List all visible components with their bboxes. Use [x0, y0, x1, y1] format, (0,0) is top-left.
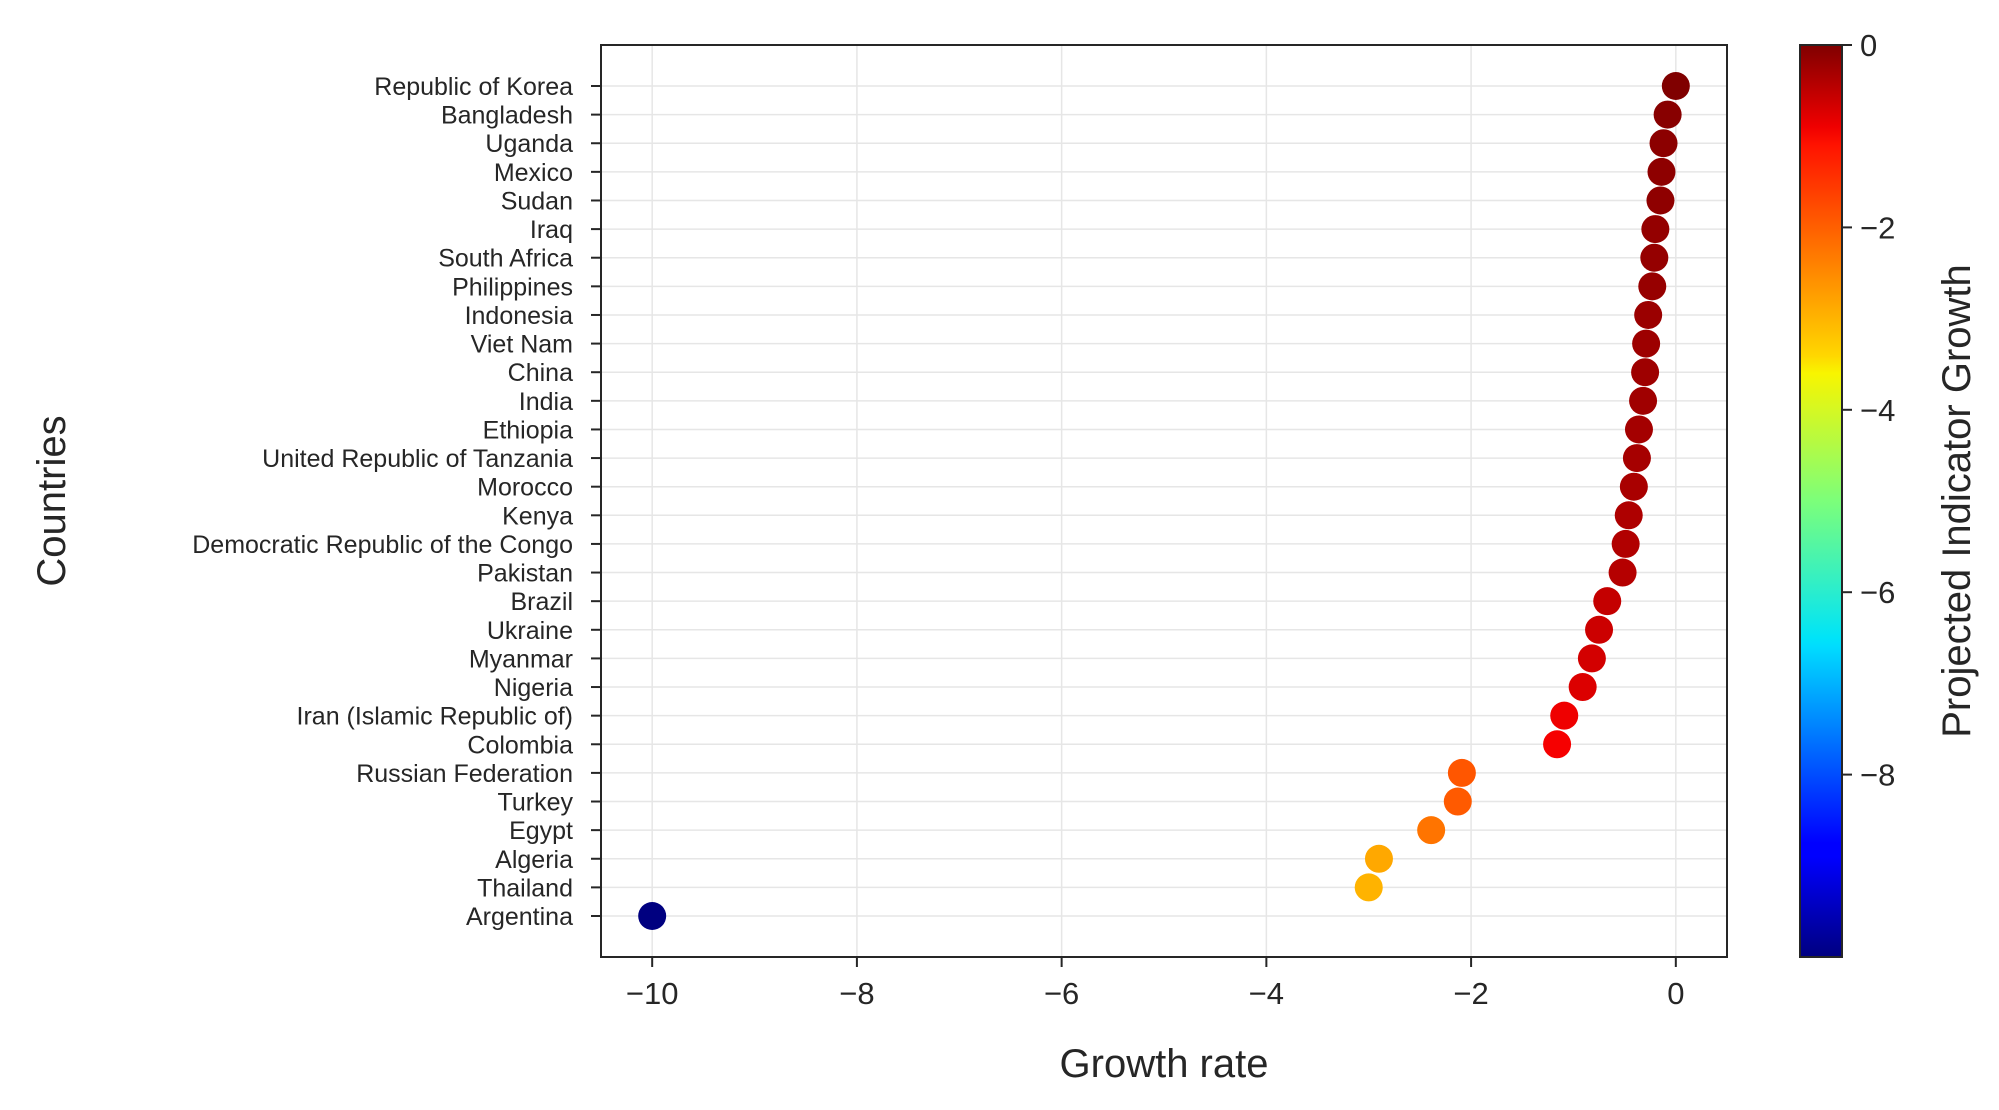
data-point — [1622, 444, 1651, 473]
grid — [601, 45, 1727, 957]
data-point — [1354, 873, 1383, 902]
data-point — [1443, 787, 1472, 816]
data-point — [1593, 587, 1622, 616]
y-tick-label: Indonesia — [465, 302, 574, 330]
x-tick-label: −10 — [626, 976, 679, 1011]
data-point — [1447, 758, 1476, 787]
data-point — [1646, 186, 1675, 215]
y-tick-label: Thailand — [477, 874, 573, 902]
y-tick-label: Pakistan — [477, 560, 573, 588]
x-tick-label: −6 — [1044, 976, 1079, 1011]
data-point — [1629, 386, 1658, 415]
y-tick-label: India — [519, 388, 573, 416]
x-tick-label: −8 — [839, 976, 874, 1011]
data-point — [1634, 300, 1663, 329]
y-tick-label: South Africa — [438, 245, 573, 273]
y-tick-label: Uganda — [485, 130, 573, 158]
y-tick-label: Ukraine — [487, 617, 573, 645]
data-point — [1611, 529, 1640, 558]
data-point — [1631, 358, 1660, 387]
data-point — [1661, 72, 1690, 100]
y-tick-label: Morocco — [477, 474, 573, 502]
y-tick-label: Egypt — [509, 817, 573, 845]
data-point — [1364, 844, 1393, 873]
data-points — [638, 72, 1690, 930]
data-point — [1585, 615, 1614, 644]
data-point — [1649, 129, 1678, 158]
plot-frame — [600, 44, 1728, 958]
y-tick-label: Mexico — [494, 159, 573, 187]
y-tick-label: China — [508, 359, 573, 387]
y-tick-label: Algeria — [495, 846, 573, 874]
x-tick-label: 0 — [1667, 976, 1684, 1011]
data-point — [1417, 816, 1446, 845]
data-point — [1577, 644, 1606, 673]
x-axis-title: Growth rate — [1060, 1042, 1269, 1086]
data-point — [1543, 730, 1572, 759]
data-point — [638, 902, 667, 930]
data-point — [1641, 215, 1670, 244]
data-point — [1638, 272, 1667, 301]
y-tick-label: Sudan — [501, 187, 573, 215]
y-tick-label: Republic of Korea — [374, 73, 573, 101]
colorbar-tick-label: 0 — [1860, 28, 1877, 63]
y-tick-label: Democratic Republic of the Congo — [192, 531, 573, 559]
data-point — [1647, 157, 1676, 186]
colorbar-tick-label: −4 — [1860, 393, 1895, 428]
y-tick-label: Bangladesh — [441, 102, 573, 130]
y-tick-label: Myanmar — [469, 645, 573, 673]
y-tick-label: Colombia — [467, 731, 573, 759]
colorbar-tick-label: −6 — [1860, 575, 1895, 610]
x-tick-label: −2 — [1453, 976, 1488, 1011]
colorbar-title: Projected Indicator Growth — [1935, 264, 1979, 738]
data-point — [1624, 415, 1653, 444]
data-point — [1619, 472, 1648, 501]
y-tick-label: Iran (Islamic Republic of) — [297, 703, 573, 731]
y-tick-label: Kenya — [502, 502, 573, 530]
axes — [591, 85, 1677, 967]
y-tick-label: Viet Nam — [471, 331, 573, 359]
y-tick-label: Iraq — [530, 216, 573, 244]
colorbar-tick-label: −8 — [1860, 758, 1895, 793]
y-tick-label: Turkey — [498, 789, 574, 817]
y-tick-label: Russian Federation — [356, 760, 573, 788]
data-point — [1640, 243, 1669, 272]
x-tick-label: −4 — [1249, 976, 1284, 1011]
colorbar: 0 −2 −4 −6 −8 Projected Indicator Growth — [1799, 28, 1979, 958]
data-point — [1550, 701, 1579, 730]
colorbar-tick-label: −2 — [1860, 210, 1895, 245]
y-tick-label: Ethiopia — [483, 416, 573, 444]
data-point — [1568, 673, 1597, 702]
data-point — [1614, 501, 1643, 530]
y-tick-label: United Republic of Tanzania — [262, 445, 573, 473]
data-point — [1653, 100, 1682, 129]
y-axis-title: Countries — [30, 415, 74, 586]
colorbar-gradient — [1799, 44, 1843, 958]
data-point — [1608, 558, 1637, 587]
y-tick-label: Philippines — [452, 273, 573, 301]
y-tick-label: Nigeria — [494, 674, 573, 702]
y-tick-label: Brazil — [510, 588, 573, 616]
data-point — [1632, 329, 1661, 358]
y-tick-label: Argentina — [466, 903, 573, 931]
